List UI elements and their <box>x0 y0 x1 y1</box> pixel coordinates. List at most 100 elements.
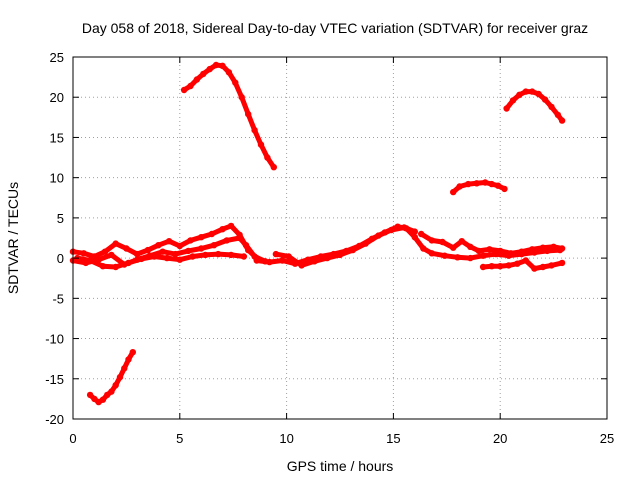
data-point <box>185 247 192 255</box>
data-point <box>240 253 248 260</box>
data-point <box>494 182 502 189</box>
data-point <box>516 91 523 99</box>
data-point <box>210 242 218 249</box>
data-point <box>165 238 173 245</box>
series-arc-evening-mid <box>450 179 508 196</box>
data-point <box>279 257 286 264</box>
series-band-e <box>272 224 418 269</box>
data-point <box>112 240 119 247</box>
data-point <box>529 88 536 95</box>
series-band-c <box>74 250 248 271</box>
data-point <box>388 226 395 234</box>
data-point <box>116 374 124 381</box>
data-point <box>454 254 461 261</box>
data-point <box>200 70 207 78</box>
data-point <box>420 245 427 252</box>
data-point <box>125 356 132 363</box>
series-trace <box>273 225 418 268</box>
data-point <box>155 242 162 249</box>
y-tick-label: 5 <box>57 211 64 226</box>
series-band-g <box>479 257 566 272</box>
data-point <box>198 245 205 252</box>
data-point <box>479 263 487 271</box>
data-point <box>539 263 547 271</box>
data-point <box>272 250 280 258</box>
data-point <box>251 127 258 134</box>
data-point <box>176 242 183 250</box>
y-tick-label: -20 <box>45 412 64 427</box>
y-tick-label: -15 <box>45 372 64 387</box>
data-point <box>539 244 547 251</box>
y-tick-label: 10 <box>50 171 64 186</box>
data-point <box>497 247 504 255</box>
data-point <box>285 253 292 260</box>
data-point <box>108 251 115 259</box>
data-point <box>99 396 107 403</box>
data-point <box>514 260 521 267</box>
series-band-f <box>418 230 566 257</box>
data-point <box>151 253 158 260</box>
data-point <box>212 61 220 69</box>
data-point <box>465 180 472 188</box>
data-point <box>101 248 109 255</box>
data-point <box>488 263 495 270</box>
data-layer <box>69 61 566 406</box>
y-tick-label: 20 <box>50 90 64 105</box>
data-point <box>456 183 463 190</box>
y-tick-label: 15 <box>50 130 64 145</box>
data-point <box>238 94 245 101</box>
data-point <box>236 234 243 242</box>
data-point <box>535 90 542 98</box>
data-point <box>298 262 305 269</box>
data-point <box>411 228 418 235</box>
data-point <box>227 222 235 230</box>
data-point <box>362 240 369 247</box>
x-tick-label: 20 <box>493 431 507 446</box>
series-trace <box>504 89 565 124</box>
data-point <box>324 254 331 262</box>
data-point <box>266 258 273 266</box>
data-point <box>548 103 555 111</box>
data-point <box>227 251 235 259</box>
data-point <box>172 250 179 258</box>
data-point <box>133 250 141 258</box>
data-point <box>123 245 130 252</box>
data-point <box>202 251 209 259</box>
data-point <box>428 237 435 244</box>
chart-title: Day 058 of 2018, Sidereal Day-to-day VTE… <box>82 20 588 36</box>
data-point <box>428 250 435 257</box>
axis-ticks: 0 5 10 15 20 25 -20 -15 -10 -5 0 5 10 15 20 25 <box>45 50 614 446</box>
x-tick-label: 10 <box>279 431 293 446</box>
data-point <box>257 141 265 148</box>
y-tick-label: -5 <box>52 291 64 306</box>
data-point <box>264 154 271 161</box>
data-point <box>450 188 457 196</box>
data-point <box>270 164 277 171</box>
data-point <box>336 251 344 259</box>
data-point <box>129 349 136 356</box>
data-point <box>488 180 495 188</box>
data-point <box>187 82 194 90</box>
y-tick-label: 0 <box>57 251 64 266</box>
x-tick-label: 0 <box>69 431 76 446</box>
data-point <box>439 238 446 246</box>
data-point <box>375 232 382 239</box>
data-point <box>418 230 425 238</box>
data-point <box>458 238 465 245</box>
data-point <box>138 255 145 263</box>
data-point <box>411 234 418 241</box>
data-point <box>159 248 166 255</box>
data-point <box>206 65 213 73</box>
series-trace <box>254 224 563 267</box>
grid <box>73 57 607 419</box>
series-arc-night-high <box>503 88 566 124</box>
y-tick-label: -10 <box>45 332 64 347</box>
data-point <box>245 110 252 118</box>
data-point <box>219 62 226 69</box>
data-point <box>554 111 562 119</box>
data-point <box>215 250 222 258</box>
x-tick-label: 15 <box>386 431 400 446</box>
data-point <box>479 252 487 259</box>
data-point <box>176 256 183 263</box>
